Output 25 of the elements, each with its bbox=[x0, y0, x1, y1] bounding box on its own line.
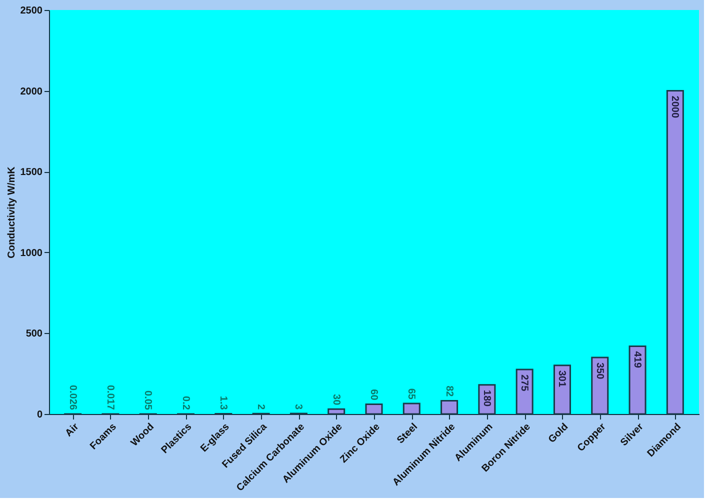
data-label: 275 bbox=[518, 374, 530, 392]
data-label: 0.2 bbox=[180, 396, 191, 410]
data-label: 82 bbox=[443, 386, 454, 398]
data-label: 419 bbox=[632, 351, 643, 368]
data-label: 350 bbox=[594, 362, 605, 380]
y-tick-label: 2000 bbox=[20, 86, 43, 98]
y-tick-label: 1500 bbox=[20, 167, 43, 178]
data-label: 0.026 bbox=[66, 384, 78, 410]
data-label: 2 bbox=[255, 404, 266, 410]
x-tick-label: Air bbox=[63, 421, 82, 440]
data-label: 0.05 bbox=[142, 390, 154, 410]
y-axis-title: Conductivity W/mK bbox=[6, 166, 18, 258]
data-label: 30 bbox=[330, 394, 342, 406]
data-label: 1.3 bbox=[217, 396, 228, 410]
y-tick-label: 2500 bbox=[20, 6, 43, 16]
data-label: 301 bbox=[556, 370, 568, 388]
data-label: 180 bbox=[480, 390, 492, 408]
y-tick-label: 500 bbox=[26, 328, 43, 340]
data-label: 3 bbox=[292, 404, 304, 410]
y-tick-label: 1000 bbox=[20, 248, 43, 259]
y-tick-label: 0 bbox=[36, 410, 43, 420]
data-label: 60 bbox=[368, 389, 379, 401]
data-label: 0.017 bbox=[104, 384, 116, 410]
data-label: 2000 bbox=[669, 96, 680, 118]
data-label: 65 bbox=[406, 388, 417, 400]
